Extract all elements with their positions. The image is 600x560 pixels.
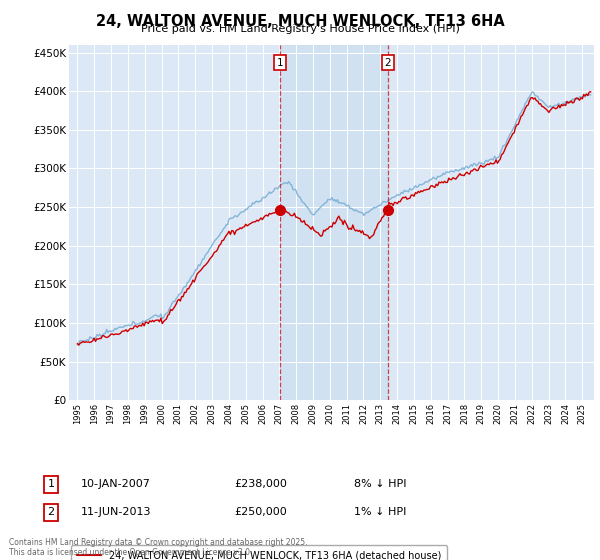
Text: 1: 1 <box>277 58 283 68</box>
Text: 8% ↓ HPI: 8% ↓ HPI <box>354 479 407 489</box>
Text: £238,000: £238,000 <box>234 479 287 489</box>
Text: Price paid vs. HM Land Registry's House Price Index (HPI): Price paid vs. HM Land Registry's House … <box>140 24 460 34</box>
Text: 24, WALTON AVENUE, MUCH WENLOCK, TF13 6HA: 24, WALTON AVENUE, MUCH WENLOCK, TF13 6H… <box>95 14 505 29</box>
Text: Contains HM Land Registry data © Crown copyright and database right 2025.
This d: Contains HM Land Registry data © Crown c… <box>9 538 308 557</box>
Bar <box>280 45 388 400</box>
Text: 2: 2 <box>385 58 391 68</box>
Text: 10-JAN-2007: 10-JAN-2007 <box>81 479 151 489</box>
Text: 2: 2 <box>47 507 55 517</box>
Text: 1% ↓ HPI: 1% ↓ HPI <box>354 507 406 517</box>
Legend: 24, WALTON AVENUE, MUCH WENLOCK, TF13 6HA (detached house), HPI: Average price, : 24, WALTON AVENUE, MUCH WENLOCK, TF13 6H… <box>71 545 448 560</box>
Text: £250,000: £250,000 <box>234 507 287 517</box>
Text: 11-JUN-2013: 11-JUN-2013 <box>81 507 151 517</box>
Text: 1: 1 <box>47 479 55 489</box>
